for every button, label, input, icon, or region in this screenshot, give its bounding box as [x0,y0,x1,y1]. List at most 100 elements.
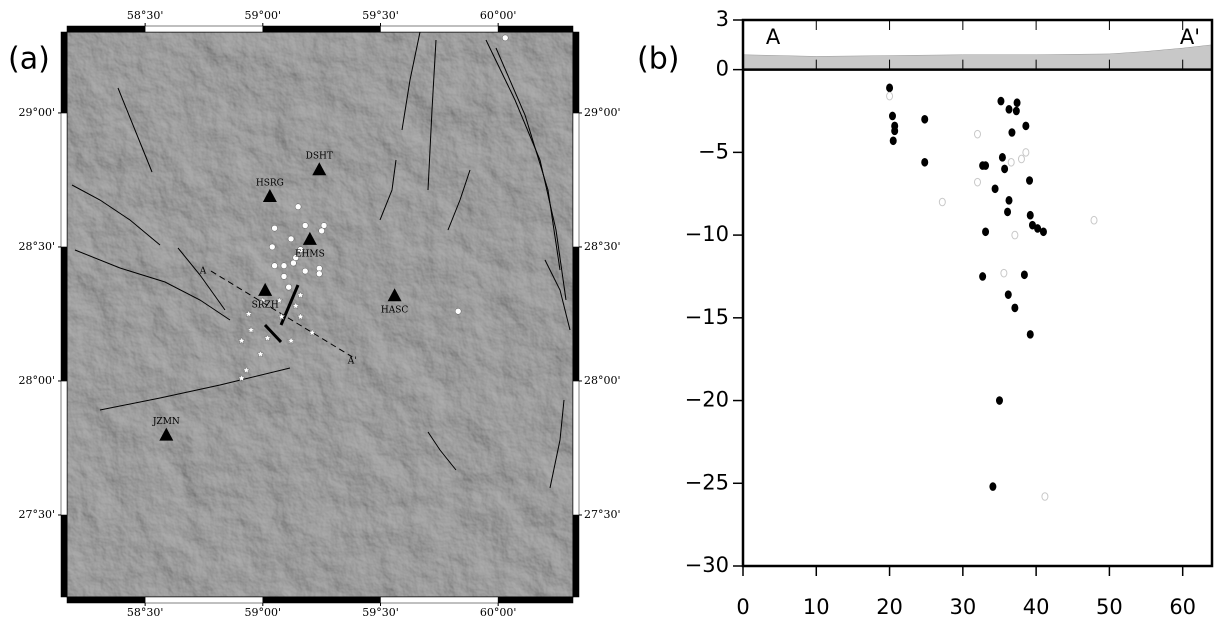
frame-bar [144,596,264,604]
station [312,162,327,176]
aftershock [263,334,272,342]
fault [495,47,561,271]
event [287,235,295,243]
y-tick-label: 27°30' [18,508,55,521]
y-tick-label: −25 [685,470,729,494]
faults [71,32,571,489]
hypocenter [974,177,981,187]
hypocenter [1005,105,1013,114]
station-label: HSRG [256,179,284,189]
y-tick-label: 28°00' [584,374,621,387]
frame-bar [262,25,381,33]
profile-label: A' [347,356,357,366]
hypocenter [1039,227,1047,237]
hypocenter [886,83,894,93]
map-background [67,32,573,597]
fault [401,32,421,131]
hypocenter [1001,164,1009,174]
station-label: EHMS [295,249,325,259]
aftershock [242,366,251,374]
hypocenter [982,227,990,237]
x-tick-label: 20 [876,595,903,619]
x-tick-label: 59°00' [245,606,282,619]
fault [74,249,231,321]
fault [99,367,291,411]
hypocenter [1026,176,1034,185]
fault [427,431,457,471]
hypocenter [997,96,1005,106]
station [258,282,273,296]
panel-label: (b) [637,42,679,77]
rupture [263,323,283,344]
fault [379,159,397,221]
y-tick-label: 29°00' [18,106,55,119]
event [292,254,300,261]
hypocenter [1020,270,1028,280]
station-label: HASC [381,306,409,316]
x-tick-label: 59°30' [362,606,399,619]
x-tick-label: 40 [1023,595,1050,619]
x-tick-label: 10 [803,595,830,619]
x-tick-label: 60°00' [480,606,517,619]
fault [544,259,571,331]
aftershock [275,296,284,304]
event [301,222,309,229]
frame-bar [66,596,146,604]
frame-bar [60,31,68,114]
y-tick-label: 28°30' [584,240,621,253]
frame-bar [497,25,574,33]
hypocenter [1011,303,1019,313]
aftershock [287,336,295,345]
event [271,224,278,232]
x-tick-label: 30 [949,595,976,619]
event [285,283,292,291]
x-tick-label: 59°30' [362,9,399,22]
event [316,265,323,272]
x-tick-label: 58°30' [127,9,164,22]
frame-bar [380,596,499,604]
event [316,270,323,278]
hypocenter [886,91,894,101]
aftershock [258,296,267,304]
event [280,262,288,269]
frame-bar [60,380,68,516]
frame-bar [380,25,499,33]
x-tick-label: 59°00' [245,9,282,22]
y-tick-label: −10 [685,222,729,246]
hypocenter [921,157,929,167]
event [320,222,328,229]
event [297,246,304,253]
section-label: A' [1180,25,1200,49]
station [159,427,174,441]
aftershock [296,291,305,299]
hypocenter [938,197,946,207]
event [268,243,276,251]
hypocenter [1017,154,1025,164]
aftershock [291,301,300,310]
aftershock [237,336,246,345]
frame-bar [144,25,264,33]
hypocenter [979,161,987,170]
hypocenter [891,126,899,136]
hypocenter [1008,128,1016,137]
map-layer: A A' DSHT HSRG EHMS SRZH HASC JZMN [152,34,509,441]
topography [742,44,1213,70]
hypocenter [1000,268,1008,278]
x-tick-label: 50 [1096,595,1123,619]
event [280,273,288,280]
station-label: SRZH [252,300,279,310]
hypocenter [1011,230,1019,240]
section-label: A [766,25,781,49]
event [271,262,278,269]
frame-bar [262,596,381,604]
fault [485,39,567,301]
event [301,267,309,275]
event [454,308,462,315]
fault [427,39,437,191]
hypocenter [995,396,1003,405]
x-tick-label: 60 [1169,595,1196,619]
station [387,288,402,302]
fault [177,247,226,311]
hypocenter [889,136,897,146]
